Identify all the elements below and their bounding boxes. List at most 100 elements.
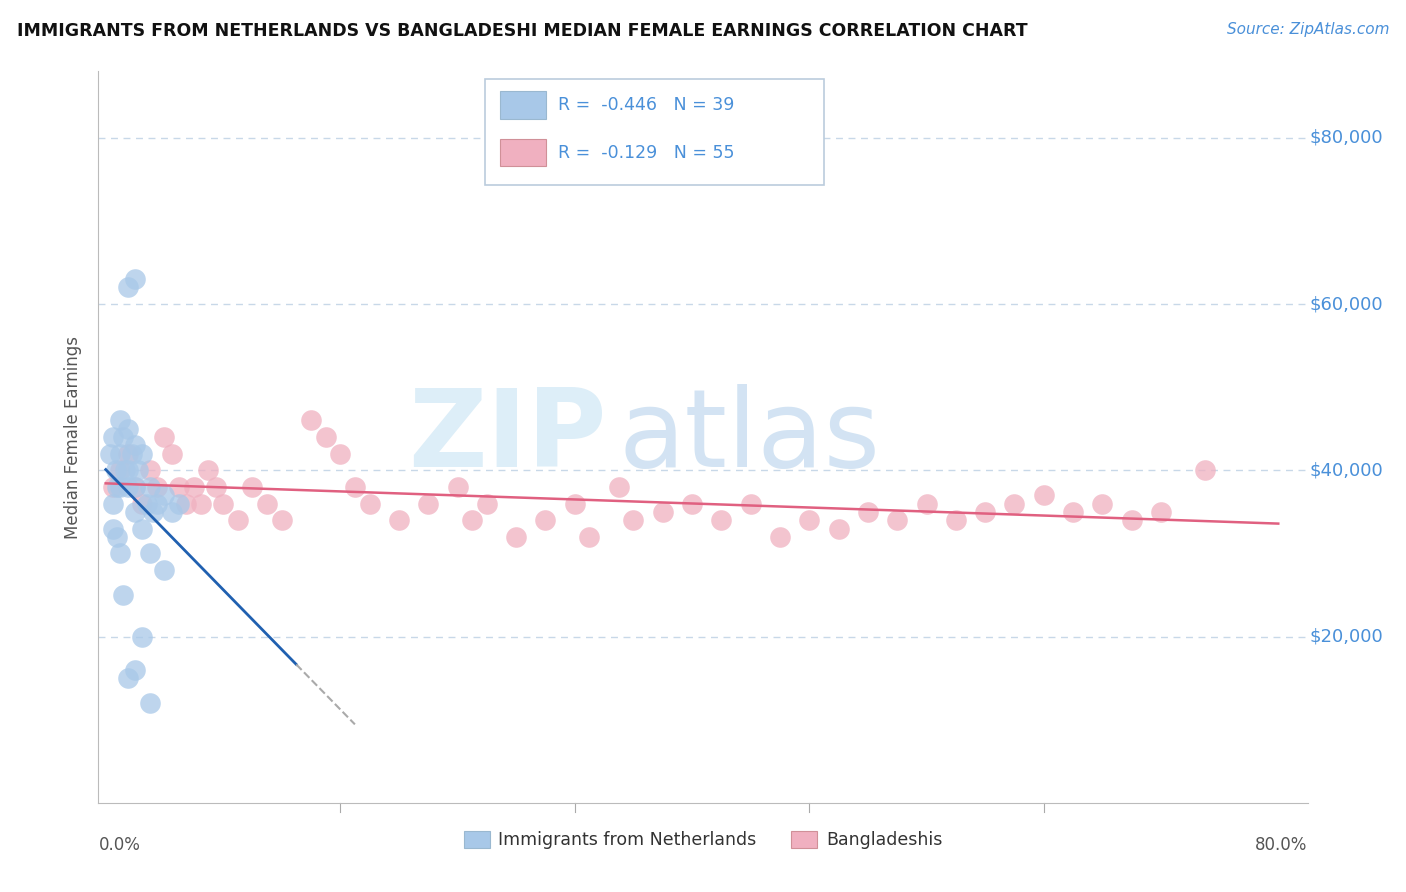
Point [226,513,249,527]
Point [769,530,792,544]
Point [138,463,160,477]
Point [117,280,139,294]
Point [153,563,176,577]
Point [138,696,160,710]
Point [190,497,212,511]
Point [110,463,132,477]
Point [112,588,135,602]
Point [124,505,146,519]
Point [117,447,139,461]
Y-axis label: Median Female Earnings: Median Female Earnings [65,335,83,539]
Point [101,430,124,444]
Point [131,630,153,644]
Point [475,497,498,511]
Point [505,530,527,544]
Point [915,497,938,511]
Text: $40,000: $40,000 [1310,461,1384,479]
Point [101,521,124,535]
Point [856,505,879,519]
Point [110,480,132,494]
Point [153,488,176,502]
Point [131,447,153,461]
Point [204,480,226,494]
Point [827,521,849,535]
Point [534,513,557,527]
Point [329,447,352,461]
Text: 0.0%: 0.0% [98,836,141,854]
Point [117,463,139,477]
Point [98,447,121,461]
Point [388,513,411,527]
Point [131,497,153,511]
Point [117,422,139,436]
Point [197,463,219,477]
Point [142,505,165,519]
Point [359,497,381,511]
Point [160,447,183,461]
Text: $80,000: $80,000 [1310,128,1384,147]
Point [153,430,176,444]
Point [117,480,139,494]
Text: R =  -0.446   N = 39: R = -0.446 N = 39 [558,96,734,114]
Point [1004,497,1026,511]
Point [160,505,183,519]
Point [886,513,908,527]
Point [945,513,967,527]
Point [651,505,673,519]
Point [343,480,366,494]
FancyBboxPatch shape [501,138,546,167]
Point [176,497,198,511]
Point [315,430,337,444]
Text: $20,000: $20,000 [1310,628,1384,646]
Point [101,480,124,494]
Point [124,663,146,677]
Text: ZIP: ZIP [408,384,606,490]
Point [740,497,762,511]
Legend: Immigrants from Netherlands, Bangladeshis: Immigrants from Netherlands, Bangladeshi… [457,823,949,856]
Point [167,497,190,511]
Text: 80.0%: 80.0% [1256,836,1308,854]
Point [1062,505,1084,519]
Point [110,546,132,560]
Point [564,497,586,511]
Point [127,463,149,477]
Point [270,513,292,527]
Text: IMMIGRANTS FROM NETHERLANDS VS BANGLADESHI MEDIAN FEMALE EARNINGS CORRELATION CH: IMMIGRANTS FROM NETHERLANDS VS BANGLADES… [17,22,1028,40]
Point [138,480,160,494]
Point [167,480,190,494]
Point [124,480,146,494]
Point [124,272,146,286]
Point [110,413,132,427]
Point [212,497,235,511]
Point [146,497,169,511]
Point [299,413,322,427]
FancyBboxPatch shape [501,91,546,119]
Point [1091,497,1114,511]
Point [114,463,136,477]
Point [183,480,205,494]
Point [135,497,157,511]
Point [124,438,146,452]
Point [461,513,484,527]
Point [112,430,135,444]
Point [107,480,129,494]
Point [256,497,278,511]
Point [146,480,169,494]
Point [681,497,703,511]
Point [799,513,821,527]
Point [131,521,153,535]
Point [117,671,139,685]
Point [621,513,644,527]
Text: atlas: atlas [619,384,880,490]
Point [1121,513,1143,527]
Point [578,530,600,544]
Point [607,480,630,494]
Point [101,497,124,511]
Point [124,480,146,494]
Point [110,447,132,461]
Point [138,546,160,560]
Point [974,505,997,519]
Point [121,447,143,461]
Text: R =  -0.129   N = 55: R = -0.129 N = 55 [558,144,734,161]
Point [446,480,468,494]
